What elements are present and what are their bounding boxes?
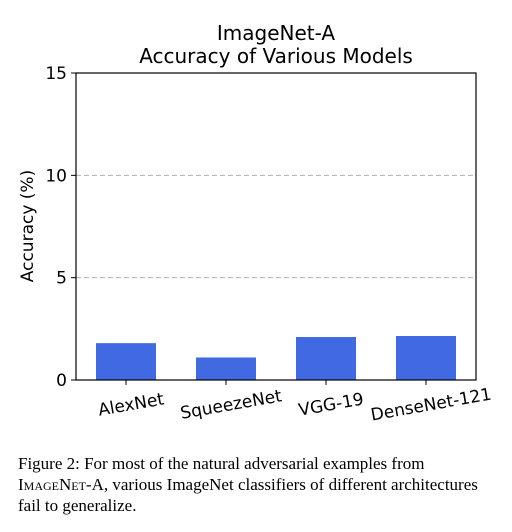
y-tick-label-10: 10 [45,166,67,186]
bar-densenet-121 [396,335,456,380]
x-tick-label-densenet-121: DenseNet-121 [369,385,493,426]
y-axis-ticks: 0 5 10 15 [45,64,76,391]
x-tick-label-vgg-19: VGG-19 [297,390,365,421]
bar-chart: ImageNet-A Accuracy of Various Models 0 5… [18,21,493,426]
bar-vgg-19 [296,337,356,380]
bar-squeezenet [196,357,256,380]
chart-title-line-1: ImageNet-A [217,21,336,45]
x-tick-label-alexnet: AlexNet [97,389,166,420]
chart-title-line-2: Accuracy of Various Models [139,44,413,68]
plot-frame [75,72,477,381]
grid-lines [76,174,476,279]
figure-caption: Figure 2: For most of the natural advers… [18,453,498,516]
x-axis-ticks: AlexNet SqueezeNet VGG-19 DenseNet-121 [97,380,493,426]
caption-lead: Figure 2: For most of the natural advers… [18,454,425,473]
caption-dataset-name: ImageNet-A [18,475,104,494]
y-axis-label: Accuracy (%) [18,170,38,282]
bar-alexnet [96,343,156,380]
x-tick-label-squeezenet: SqueezeNet [179,386,284,424]
y-tick-label-15: 15 [45,64,67,84]
bars [96,335,456,380]
y-tick-label-5: 5 [56,269,67,289]
caption-rest: , various ImageNet classifiers of differ… [18,475,478,515]
y-tick-label-0: 0 [56,371,67,391]
